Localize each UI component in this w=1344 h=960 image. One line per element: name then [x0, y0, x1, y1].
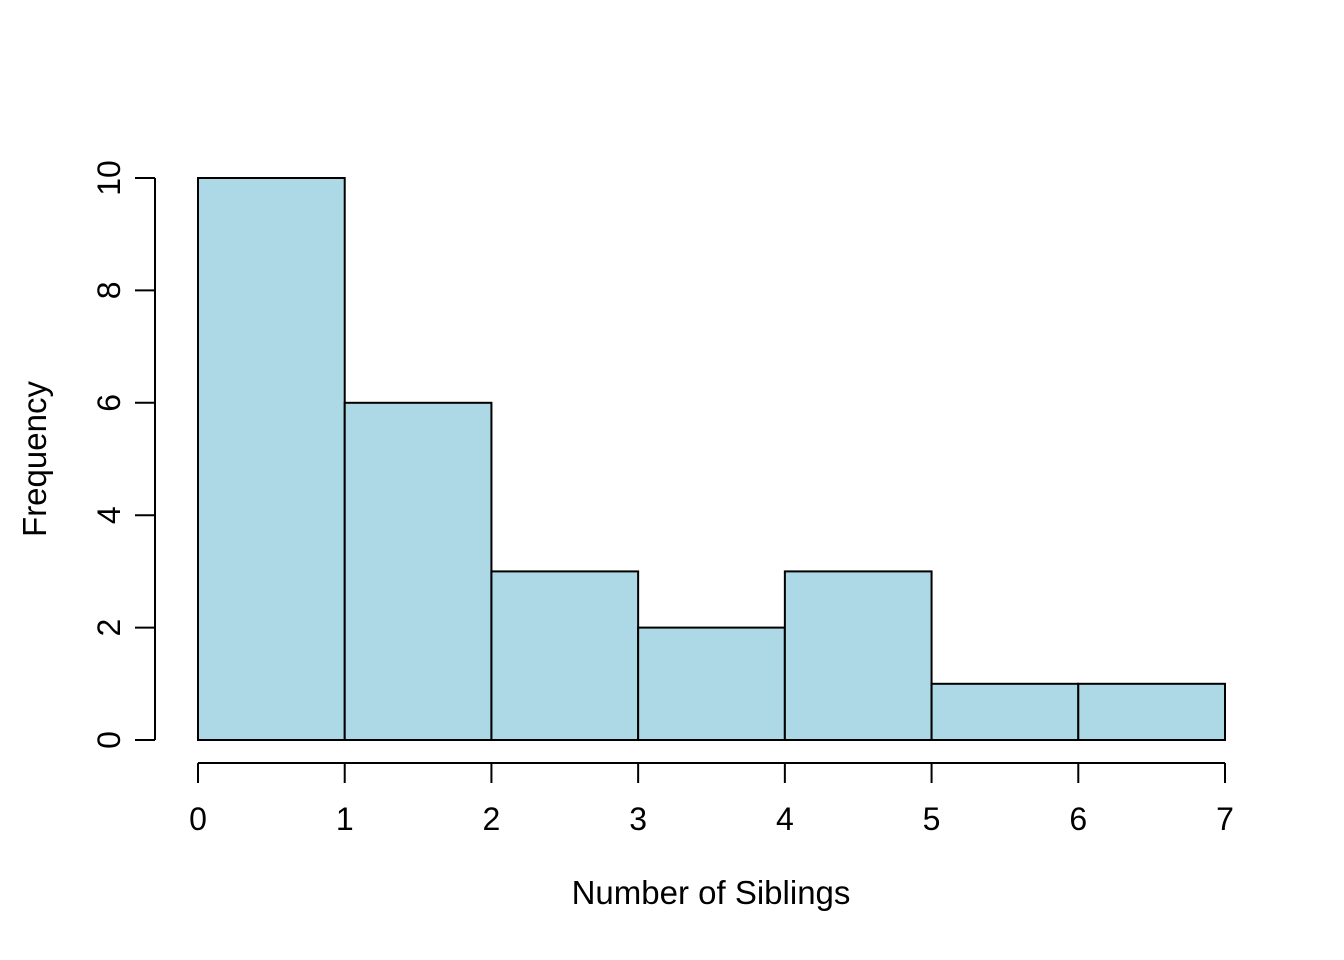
x-tick-label: 7 [1216, 801, 1234, 837]
histogram-bar [343, 401, 493, 741]
histogram-bar [930, 682, 1080, 741]
histogram-bar [197, 177, 346, 741]
histogram-bar [783, 570, 933, 742]
x-axis-title: Number of Siblings [571, 874, 851, 911]
y-tick-label: 8 [91, 282, 127, 300]
x-tick-label: 4 [776, 801, 794, 837]
x-tick-label: 3 [629, 801, 647, 837]
x-tick-label: 0 [189, 801, 207, 837]
y-tick-label: 4 [91, 506, 127, 524]
y-axis-title: Frequency [16, 381, 53, 537]
y-tick-label: 10 [91, 160, 127, 196]
y-tick-label: 2 [91, 619, 127, 637]
x-tick-label: 1 [336, 801, 354, 837]
histogram-bar [1077, 682, 1227, 741]
histogram-bar [637, 626, 786, 741]
y-tick-label: 0 [91, 731, 127, 749]
histogram-bar [490, 570, 640, 742]
y-tick-label: 6 [91, 394, 127, 412]
x-tick-label: 5 [923, 801, 941, 837]
x-tick-label: 2 [483, 801, 501, 837]
x-tick-label: 6 [1069, 801, 1087, 837]
